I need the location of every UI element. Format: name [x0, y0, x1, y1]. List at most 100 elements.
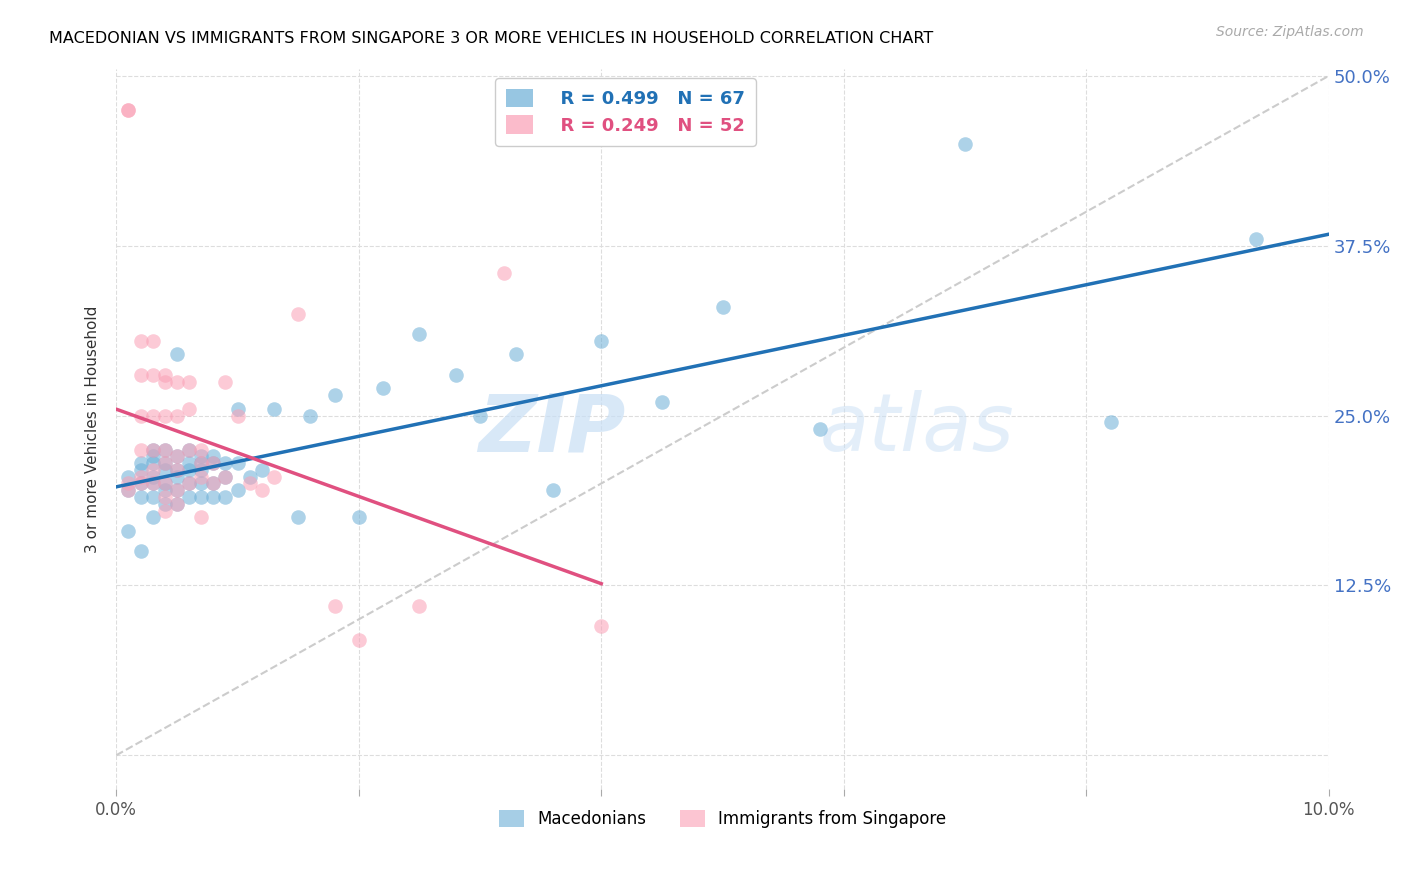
Macedonians — [226, 401, 249, 416]
Macedonians — [202, 450, 225, 464]
Macedonians — [177, 490, 200, 504]
Macedonians — [202, 456, 225, 470]
Macedonians — [142, 469, 165, 483]
Immigrants from Singapore — [591, 619, 613, 633]
Macedonians — [250, 463, 273, 477]
Immigrants from Singapore — [408, 599, 430, 613]
Immigrants from Singapore — [129, 476, 152, 491]
Macedonians — [202, 476, 225, 491]
Text: Source: ZipAtlas.com: Source: ZipAtlas.com — [1216, 25, 1364, 39]
Immigrants from Singapore — [177, 476, 200, 491]
Macedonians — [651, 395, 673, 409]
Immigrants from Singapore — [166, 409, 188, 423]
Macedonians — [214, 456, 236, 470]
Macedonians — [591, 334, 613, 348]
Macedonians — [177, 476, 200, 491]
Immigrants from Singapore — [129, 368, 152, 382]
Macedonians — [323, 388, 346, 402]
Immigrants from Singapore — [190, 456, 212, 470]
Y-axis label: 3 or more Vehicles in Household: 3 or more Vehicles in Household — [86, 305, 100, 553]
Immigrants from Singapore — [129, 442, 152, 457]
Immigrants from Singapore — [153, 368, 176, 382]
Immigrants from Singapore — [153, 490, 176, 504]
Macedonians — [142, 490, 165, 504]
Immigrants from Singapore — [202, 456, 225, 470]
Immigrants from Singapore — [129, 409, 152, 423]
Macedonians — [166, 347, 188, 361]
Macedonians — [142, 442, 165, 457]
Macedonians — [166, 483, 188, 498]
Immigrants from Singapore — [166, 375, 188, 389]
Macedonians — [299, 409, 322, 423]
Macedonians — [129, 490, 152, 504]
Macedonians — [214, 490, 236, 504]
Macedonians — [129, 463, 152, 477]
Immigrants from Singapore — [214, 469, 236, 483]
Macedonians — [190, 476, 212, 491]
Immigrants from Singapore — [153, 476, 176, 491]
Immigrants from Singapore — [494, 266, 516, 280]
Macedonians — [177, 456, 200, 470]
Macedonians — [1244, 232, 1267, 246]
Text: atlas: atlas — [820, 390, 1014, 468]
Immigrants from Singapore — [142, 463, 165, 477]
Macedonians — [142, 450, 165, 464]
Immigrants from Singapore — [142, 476, 165, 491]
Macedonians — [166, 450, 188, 464]
Macedonians — [142, 510, 165, 524]
Text: MACEDONIAN VS IMMIGRANTS FROM SINGAPORE 3 OR MORE VEHICLES IN HOUSEHOLD CORRELAT: MACEDONIAN VS IMMIGRANTS FROM SINGAPORE … — [49, 31, 934, 46]
Macedonians — [468, 409, 491, 423]
Macedonians — [953, 136, 976, 151]
Macedonians — [190, 450, 212, 464]
Macedonians — [142, 456, 165, 470]
Immigrants from Singapore — [129, 469, 152, 483]
Macedonians — [177, 442, 200, 457]
Macedonians — [1099, 415, 1122, 429]
Macedonians — [142, 476, 165, 491]
Macedonians — [153, 442, 176, 457]
Macedonians — [444, 368, 467, 382]
Macedonians — [117, 483, 139, 498]
Immigrants from Singapore — [202, 476, 225, 491]
Macedonians — [202, 490, 225, 504]
Macedonians — [153, 483, 176, 498]
Immigrants from Singapore — [129, 334, 152, 348]
Immigrants from Singapore — [142, 409, 165, 423]
Macedonians — [541, 483, 564, 498]
Immigrants from Singapore — [250, 483, 273, 498]
Immigrants from Singapore — [117, 103, 139, 117]
Macedonians — [117, 469, 139, 483]
Immigrants from Singapore — [117, 483, 139, 498]
Macedonians — [808, 422, 831, 436]
Macedonians — [190, 463, 212, 477]
Macedonians — [166, 469, 188, 483]
Immigrants from Singapore — [177, 442, 200, 457]
Macedonians — [166, 463, 188, 477]
Immigrants from Singapore — [153, 456, 176, 470]
Immigrants from Singapore — [142, 368, 165, 382]
Immigrants from Singapore — [239, 476, 262, 491]
Macedonians — [711, 300, 734, 314]
Immigrants from Singapore — [177, 401, 200, 416]
Immigrants from Singapore — [117, 476, 139, 491]
Immigrants from Singapore — [190, 442, 212, 457]
Immigrants from Singapore — [166, 497, 188, 511]
Immigrants from Singapore — [214, 375, 236, 389]
Macedonians — [190, 456, 212, 470]
Macedonians — [239, 469, 262, 483]
Macedonians — [153, 463, 176, 477]
Macedonians — [129, 544, 152, 558]
Macedonians — [177, 463, 200, 477]
Immigrants from Singapore — [166, 450, 188, 464]
Legend: Macedonians, Immigrants from Singapore: Macedonians, Immigrants from Singapore — [492, 804, 953, 835]
Macedonians — [153, 476, 176, 491]
Macedonians — [117, 524, 139, 538]
Immigrants from Singapore — [153, 442, 176, 457]
Macedonians — [129, 476, 152, 491]
Macedonians — [214, 469, 236, 483]
Immigrants from Singapore — [226, 409, 249, 423]
Macedonians — [166, 497, 188, 511]
Immigrants from Singapore — [166, 463, 188, 477]
Macedonians — [226, 483, 249, 498]
Macedonians — [263, 401, 285, 416]
